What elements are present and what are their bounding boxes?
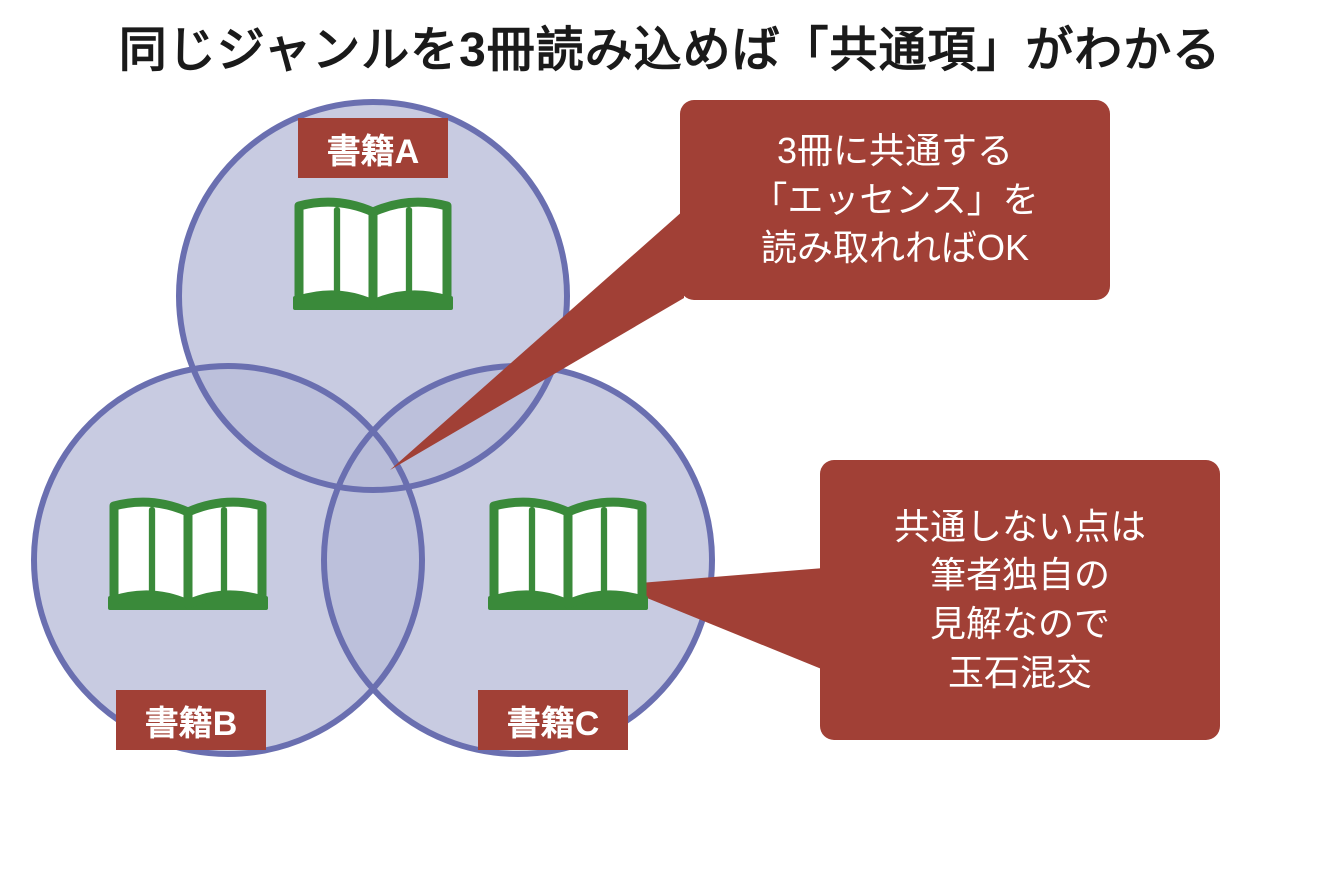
callout-unique: 共通しない点は 筆者独自の 見解なので 玉石混交: [820, 460, 1220, 740]
callout-text: 3冊に共通する 「エッセンス」を 読み取れればOK: [751, 127, 1038, 273]
callout-line: 見解なので: [894, 600, 1146, 649]
callout-line: 玉石混交: [894, 649, 1146, 698]
label-book-a: 書籍A: [298, 118, 448, 178]
callout-line: 読み取れればOK: [751, 224, 1038, 273]
label-text: 書籍A: [327, 124, 420, 173]
callout-line: 筆者独自の: [894, 551, 1146, 600]
callout-essence: 3冊に共通する 「エッセンス」を 読み取れればOK: [680, 100, 1110, 300]
callout-line: 3冊に共通する: [751, 127, 1038, 176]
callout-line: 共通しない点は: [894, 503, 1146, 552]
book-icon: [108, 502, 268, 610]
book-icon: [488, 502, 648, 610]
label-text: 書籍C: [507, 696, 600, 745]
label-text: 書籍B: [145, 696, 238, 745]
venn-svg: [0, 0, 1340, 886]
diagram-stage: 同じジャンルを3冊読み込めば「共通項」がわかる 書籍A 書籍B 書籍C 3冊に共…: [0, 0, 1340, 886]
callout-line: 「エッセンス」を: [751, 176, 1038, 225]
label-book-b: 書籍B: [116, 690, 266, 750]
callout-text: 共通しない点は 筆者独自の 見解なので 玉石混交: [894, 503, 1146, 697]
book-icon: [293, 202, 453, 310]
label-book-c: 書籍C: [478, 690, 628, 750]
